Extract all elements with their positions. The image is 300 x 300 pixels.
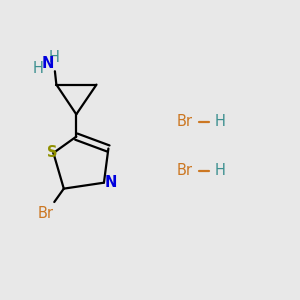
Text: H: H (214, 163, 225, 178)
Text: H: H (33, 61, 44, 76)
Text: Br: Br (176, 114, 192, 129)
Text: H: H (49, 50, 59, 65)
Text: H: H (214, 114, 225, 129)
Text: N: N (104, 175, 117, 190)
Text: N: N (41, 56, 54, 71)
Text: Br: Br (38, 206, 53, 221)
Text: Br: Br (176, 163, 192, 178)
Text: S: S (47, 146, 57, 160)
